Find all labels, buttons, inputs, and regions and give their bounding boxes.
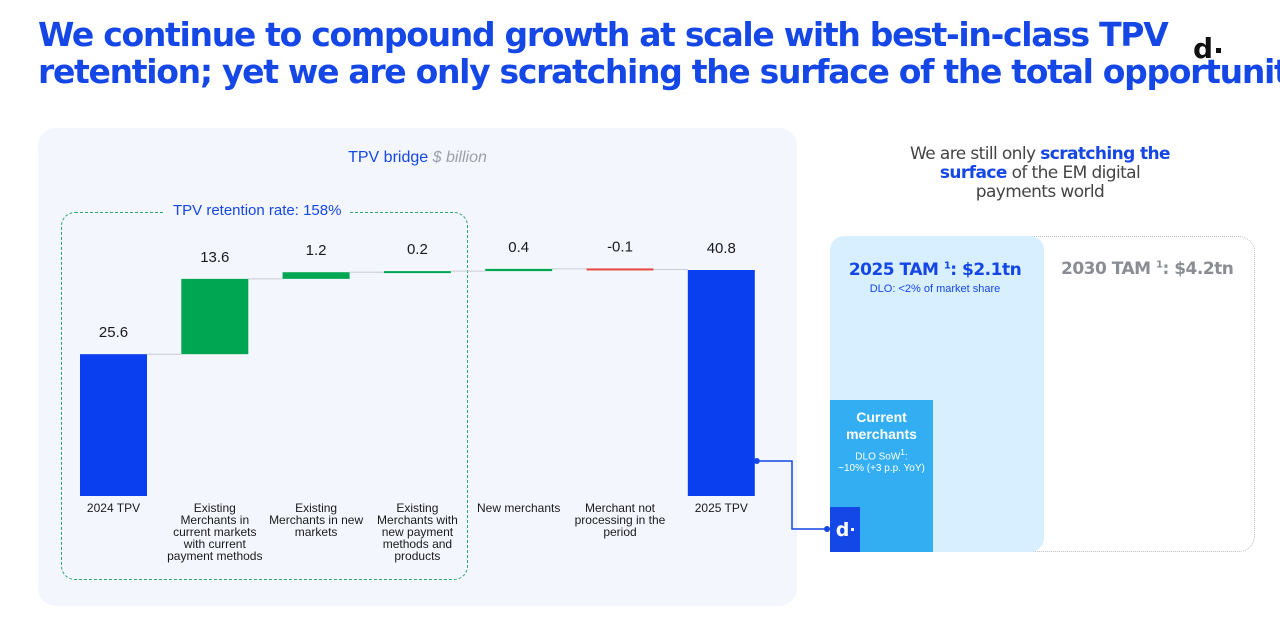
tam-intro-highlight-1: scratching the [1040, 144, 1170, 164]
sow-colon: : [904, 451, 908, 463]
sow-value: ~10% (+3 p.p. YoY) [838, 463, 925, 475]
tam-intro-post-2: payments world [975, 182, 1105, 202]
tam-2025-footnote: 1 [943, 260, 951, 272]
sow-label: DLO SoW [855, 451, 901, 463]
current-merchants-title-1: Current [856, 409, 907, 425]
page-title-line-1: We continue to compound growth at scale … [38, 15, 1169, 54]
tam-2030-value: : $4.2tn [1162, 259, 1234, 279]
tam-intro-post-1: of the EM digital [1006, 163, 1141, 183]
tam-2030-label: 2030 TAM [1061, 259, 1157, 279]
current-merchants-sow: DLO SoW1: ~10% (+3 p.p. YoY) [830, 446, 933, 475]
chart-title: TPV bridge $ billion [0, 149, 835, 167]
retention-group-frame [61, 212, 468, 580]
page-title-line-2: retention; yet we are only scratching th… [38, 52, 1280, 91]
tam-2025-heading: 2025 TAM 1: $2.1tn [830, 260, 1040, 280]
chart-unit: $ billion [432, 149, 487, 166]
tam-2030-box [900, 236, 1255, 552]
page-title: We continue to compound growth at scale … [38, 15, 1280, 91]
tam-2025-share: DLO: <2% of market share [869, 283, 1001, 295]
logo-tile-dot-icon [851, 528, 855, 531]
logo-tile-letter: d [835, 518, 850, 541]
tam-2025-value: : $2.1tn [950, 260, 1022, 280]
logo-letter: d [1193, 32, 1214, 65]
tpv-bridge-panel [38, 128, 797, 606]
logo-dot-icon [1216, 47, 1222, 53]
tam-2025-label: 2025 TAM [848, 260, 944, 280]
current-merchants-title: Current merchants [830, 409, 933, 443]
tam-intro-text: We are still only scratching the surface… [880, 145, 1200, 202]
tam-intro-highlight-2: surface [939, 163, 1007, 183]
tam-2030-footnote: 1 [1156, 259, 1163, 271]
tam-intro-pre: We are still only [910, 144, 1041, 164]
current-merchants-title-2: merchants [846, 426, 917, 442]
dlocal-logo-tile: d [830, 507, 860, 552]
company-logo: d [1193, 32, 1222, 65]
sow-footnote: 1 [900, 447, 905, 457]
chart-title-text: TPV bridge [348, 149, 429, 166]
tam-2030-heading: 2030 TAM 1: $4.2tn [1061, 259, 1234, 279]
retention-rate-label: TPV retention rate: 158% [165, 202, 350, 219]
